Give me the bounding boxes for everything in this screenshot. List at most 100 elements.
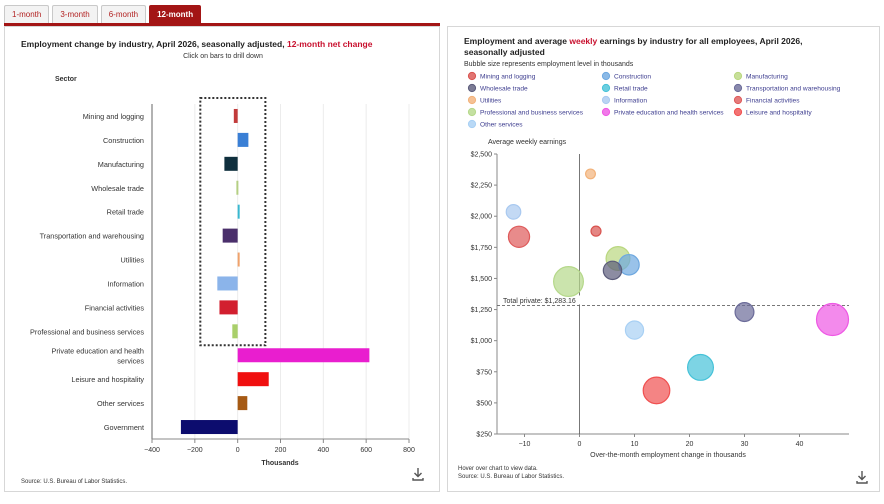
bubble-private-education-and-health-services[interactable] bbox=[815, 302, 850, 337]
bubble-chart-title-line2: seasonally adjusted bbox=[464, 47, 545, 57]
bar-category-label: Transportation and warehousing bbox=[40, 232, 144, 241]
download-icon[interactable] bbox=[856, 471, 868, 484]
bar-professional-and-business-services[interactable] bbox=[232, 324, 238, 339]
bubble-chart-title-line1: Employment and average weekly earnings b… bbox=[464, 36, 802, 46]
legend-label-transportation-and-warehousing[interactable]: Transportation and warehousing bbox=[746, 86, 841, 93]
bubble-x-tick-label: 0 bbox=[578, 441, 582, 448]
bar-chart-panel: Employment change by industry, April 202… bbox=[4, 26, 440, 492]
bar-retail-trade[interactable] bbox=[237, 204, 240, 219]
bar-other-services[interactable] bbox=[237, 396, 248, 411]
bar-private-education-and-health-services[interactable] bbox=[237, 348, 370, 363]
legend-label-utilities[interactable]: Utilities bbox=[480, 98, 502, 105]
bar-category-label: Professional and business services bbox=[30, 327, 144, 336]
bubble-y-tick-label: $1,500 bbox=[471, 276, 493, 283]
bar-mining-and-logging[interactable] bbox=[233, 108, 238, 123]
reference-line-label: Total private: $1,283.16 bbox=[503, 298, 576, 305]
tab-underline bbox=[4, 23, 440, 26]
legend-swatch-financial-activities bbox=[733, 95, 743, 105]
bubble-wholesale-trade[interactable] bbox=[602, 260, 623, 281]
bubble-y-tick-label: $250 bbox=[476, 432, 492, 439]
bar-chart-title: Employment change by industry, April 202… bbox=[21, 39, 373, 49]
legend-swatch-mining-and-logging bbox=[467, 71, 477, 81]
legend-label-mining-and-logging[interactable]: Mining and logging bbox=[480, 74, 536, 81]
legend-label-financial-activities[interactable]: Financial activities bbox=[746, 98, 800, 105]
legend-label-other-services[interactable]: Other services bbox=[480, 122, 523, 129]
bubble-chart-source: Source: U.S. Bureau of Labor Statistics. bbox=[458, 474, 564, 480]
legend-label-leisure-and-hospitality[interactable]: Leisure and hospitality bbox=[746, 110, 812, 117]
bar-category-label: Information bbox=[107, 279, 144, 288]
bar-manufacturing[interactable] bbox=[224, 156, 238, 171]
bar-category-label: Wholesale trade bbox=[91, 184, 144, 193]
bubble-professional-and-business-services[interactable] bbox=[553, 266, 584, 298]
bubble-y-tick-label: $1,750 bbox=[471, 245, 493, 252]
sector-header: Sector bbox=[55, 76, 77, 83]
legend-swatch-manufacturing bbox=[733, 71, 743, 81]
bubble-x-tick-label: −10 bbox=[519, 441, 531, 448]
bar-x-tick-label: 400 bbox=[317, 447, 329, 454]
bar-category-label: Private education and health bbox=[52, 346, 145, 355]
bubble-other-services[interactable] bbox=[624, 320, 645, 340]
bubble-chart-subtitle: Bubble size represents employment level … bbox=[464, 61, 634, 68]
legend-label-private-education-and-health-services[interactable]: Private education and health services bbox=[614, 110, 724, 117]
bubble-y-tick-label: $2,250 bbox=[471, 183, 493, 190]
bubble-y-tick-label: $750 bbox=[476, 369, 492, 376]
bubble-leisure-and-hospitality[interactable] bbox=[642, 376, 671, 405]
legend-label-construction[interactable]: Construction bbox=[614, 74, 651, 81]
bubble-transportation-and-warehousing[interactable] bbox=[734, 302, 755, 323]
bar-construction[interactable] bbox=[237, 132, 249, 147]
bar-x-tick-label: 600 bbox=[360, 447, 372, 454]
bar-utilities[interactable] bbox=[237, 252, 240, 267]
legend-swatch-private-education-and-health-services bbox=[601, 107, 611, 117]
legend-label-information[interactable]: Information bbox=[614, 98, 647, 105]
legend-swatch-leisure-and-hospitality bbox=[733, 107, 743, 117]
bar-category-label: Mining and logging bbox=[83, 112, 144, 121]
bar-category-label: Other services bbox=[97, 399, 144, 408]
bubble-y-axis-label: Average weekly earnings bbox=[488, 139, 567, 146]
legend-label-retail-trade[interactable]: Retail trade bbox=[614, 86, 648, 93]
bar-wholesale-trade[interactable] bbox=[236, 180, 239, 195]
bubble-x-axis-label: Over-the-month employment change in thou… bbox=[590, 452, 746, 459]
period-tabs: 1-month 3-month 6-month 12-month bbox=[4, 5, 202, 24]
bubble-legend: Mining and logging Construction Manufactur… bbox=[467, 71, 841, 129]
bubble-financial-activities[interactable] bbox=[507, 225, 531, 248]
bubble-x-tick-label: 10 bbox=[631, 441, 639, 448]
bubble-y-tick-label: $500 bbox=[476, 400, 492, 407]
tab-6-month[interactable]: 6-month bbox=[100, 5, 147, 24]
bubble-retail-trade[interactable] bbox=[686, 353, 715, 381]
legend-swatch-wholesale-trade bbox=[467, 83, 477, 93]
bubble-y-tick-label: $1,000 bbox=[471, 338, 493, 345]
bar-government[interactable] bbox=[180, 420, 238, 435]
bar-category-label: Manufacturing bbox=[98, 160, 144, 169]
bar-chart-subtitle: Click on bars to drill down bbox=[183, 53, 263, 60]
legend-label-manufacturing[interactable]: Manufacturing bbox=[746, 74, 788, 81]
bubble-x-tick-label: 30 bbox=[741, 441, 749, 448]
bar-x-tick-label: −200 bbox=[187, 447, 203, 454]
bar-category-label: Utilities bbox=[120, 256, 144, 265]
bubble-information[interactable] bbox=[505, 204, 522, 220]
bubble-x-tick-label: 40 bbox=[796, 441, 804, 448]
bar-category-label: Financial activities bbox=[85, 303, 145, 312]
bar-transportation-and-warehousing[interactable] bbox=[222, 228, 238, 243]
bar-x-axis-label: Thousands bbox=[261, 460, 298, 467]
tab-1-month[interactable]: 1-month bbox=[4, 5, 50, 24]
bar-x-tick-label: 200 bbox=[275, 447, 287, 454]
bar-information[interactable] bbox=[217, 276, 238, 291]
bar-financial-activities[interactable] bbox=[219, 300, 238, 315]
legend-swatch-information bbox=[601, 95, 611, 105]
legend-swatch-transportation-and-warehousing bbox=[733, 83, 743, 93]
tab-12-month[interactable]: 12-month bbox=[149, 5, 202, 24]
legend-label-wholesale-trade[interactable]: Wholesale trade bbox=[480, 86, 528, 93]
reference-label-bg bbox=[500, 295, 586, 305]
bar-category-label: Government bbox=[104, 423, 144, 432]
download-icon[interactable] bbox=[412, 468, 424, 481]
bar-category-label: Construction bbox=[103, 136, 144, 145]
bubble-mining-and-logging[interactable] bbox=[590, 225, 602, 237]
bar-leisure-and-hospitality[interactable] bbox=[237, 372, 269, 387]
legend-label-professional-and-business-services[interactable]: Professional and business services bbox=[480, 110, 584, 117]
bubble-utilities[interactable] bbox=[585, 168, 596, 180]
legend-swatch-retail-trade bbox=[601, 83, 611, 93]
bar-chart-source: Source: U.S. Bureau of Labor Statistics. bbox=[21, 479, 127, 485]
bar-category-label: Leisure and hospitality bbox=[71, 375, 144, 384]
bar-x-tick-label: 0 bbox=[236, 447, 240, 454]
tab-3-month[interactable]: 3-month bbox=[52, 5, 98, 24]
